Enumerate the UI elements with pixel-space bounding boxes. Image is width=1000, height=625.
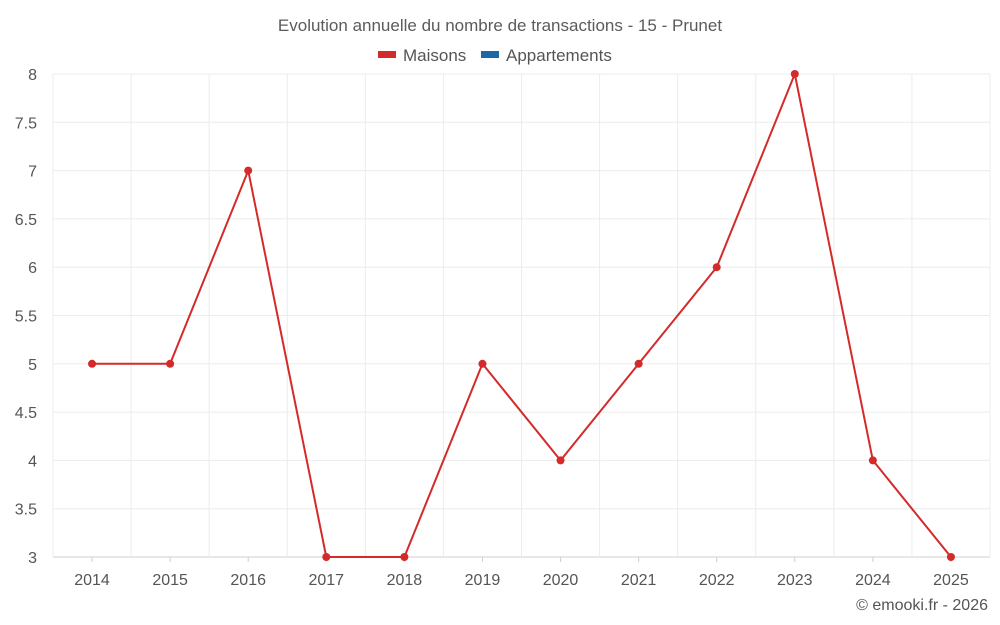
y-tick-label: 7 [28,164,37,181]
chart-title: Evolution annuelle du nombre de transact… [278,16,722,35]
y-tick-label: 6 [28,260,37,277]
data-point[interactable] [400,553,409,561]
x-tick-label: 2022 [699,572,735,589]
x-tick-label: 2017 [308,572,344,589]
x-tick-label: 2016 [230,572,266,589]
x-axis-ticks: 2014 2015 2016 2017 2018 2019 2020 2021 2022 2023… [74,557,969,589]
y-tick-label: 7.5 [15,115,37,132]
x-tick-label: 2015 [152,572,188,589]
y-tick-label: 3.5 [15,502,37,519]
x-tick-label: 2024 [855,572,891,589]
y-axis-ticks: 3 3.5 4 4.5 5 5.5 6 6.5 7 7.5 8 [15,67,37,567]
legend-swatch-appartements [481,51,499,58]
x-tick-label: 2021 [621,572,657,589]
data-point[interactable] [166,359,175,368]
y-tick-label: 4 [28,453,37,470]
legend-swatch-maisons [378,51,396,58]
legend-label-maisons: Maisons [403,46,466,65]
legend-item-maisons[interactable]: Maisons [378,46,466,65]
x-tick-label: 2023 [777,572,813,589]
data-point[interactable] [244,166,253,175]
x-tick-label: 2014 [74,572,110,589]
data-point[interactable] [322,553,331,561]
y-tick-label: 5 [28,357,37,374]
grid [52,73,991,558]
y-tick-label: 3 [28,550,37,567]
y-tick-label: 5.5 [15,309,37,326]
data-point[interactable] [556,456,565,465]
x-tick-label: 2018 [387,572,423,589]
data-point[interactable] [868,456,877,465]
data-point[interactable] [946,553,955,561]
data-point[interactable] [790,70,799,78]
legend-item-appartements[interactable]: Appartements [481,46,612,65]
legend-label-appartements: Appartements [506,46,612,65]
x-tick-label: 2025 [933,572,969,589]
x-tick-label: 2019 [465,572,501,589]
credit-text: © emooki.fr - 2026 [856,597,988,614]
legend: Maisons Appartements [378,46,612,65]
y-tick-label: 6.5 [15,212,37,229]
y-tick-label: 8 [28,67,37,84]
data-point[interactable] [88,359,97,368]
y-tick-label: 4.5 [15,405,37,422]
data-point[interactable] [634,359,643,368]
series-maisons [88,70,955,561]
series-line-maisons [92,73,952,558]
data-point[interactable] [478,359,487,368]
data-point[interactable] [712,263,721,272]
x-tick-label: 2020 [543,572,579,589]
